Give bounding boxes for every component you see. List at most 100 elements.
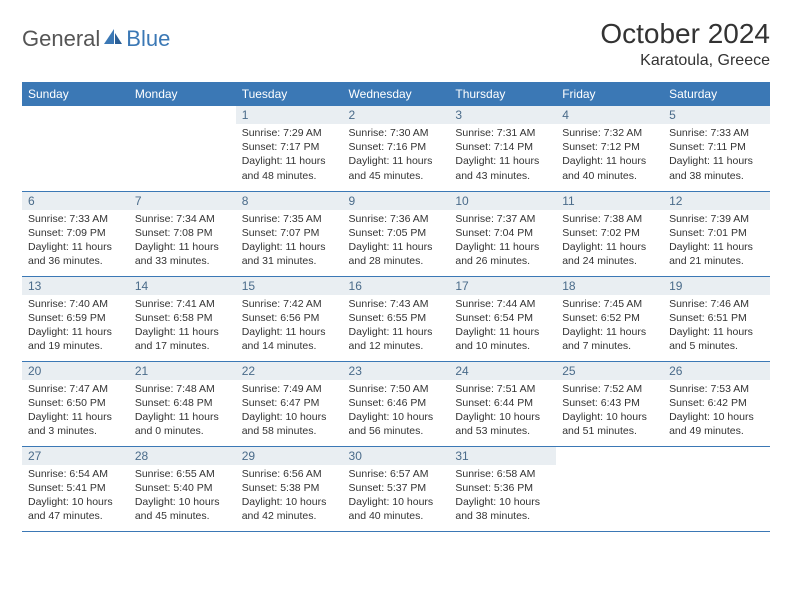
daylight-text: Daylight: 11 hours and 26 minutes. (455, 240, 550, 268)
sunrise-text: Sunrise: 7:37 AM (455, 212, 550, 226)
calendar-cell: 7Sunrise: 7:34 AMSunset: 7:08 PMDaylight… (129, 191, 236, 276)
weekday-header: Tuesday (236, 82, 343, 106)
day-details: Sunrise: 7:44 AMSunset: 6:54 PMDaylight:… (449, 295, 556, 358)
day-details: Sunrise: 7:38 AMSunset: 7:02 PMDaylight:… (556, 210, 663, 273)
daylight-text: Daylight: 11 hours and 12 minutes. (349, 325, 444, 353)
calendar-table: Sunday Monday Tuesday Wednesday Thursday… (22, 82, 770, 532)
calendar-cell: 11Sunrise: 7:38 AMSunset: 7:02 PMDayligh… (556, 191, 663, 276)
calendar-cell: 26Sunrise: 7:53 AMSunset: 6:42 PMDayligh… (663, 361, 770, 446)
day-number: 29 (236, 447, 343, 465)
sunrise-text: Sunrise: 6:57 AM (349, 467, 444, 481)
sunrise-text: Sunrise: 7:52 AM (562, 382, 657, 396)
calendar-cell: 15Sunrise: 7:42 AMSunset: 6:56 PMDayligh… (236, 276, 343, 361)
calendar-cell (129, 106, 236, 191)
calendar-cell (663, 446, 770, 531)
day-details: Sunrise: 7:33 AMSunset: 7:09 PMDaylight:… (22, 210, 129, 273)
day-number: 3 (449, 106, 556, 124)
sunset-text: Sunset: 7:17 PM (242, 140, 337, 154)
day-number: 6 (22, 192, 129, 210)
day-number: 31 (449, 447, 556, 465)
sunset-text: Sunset: 7:05 PM (349, 226, 444, 240)
sunset-text: Sunset: 5:40 PM (135, 481, 230, 495)
sunset-text: Sunset: 7:07 PM (242, 226, 337, 240)
calendar-cell: 24Sunrise: 7:51 AMSunset: 6:44 PMDayligh… (449, 361, 556, 446)
day-number: 17 (449, 277, 556, 295)
calendar-cell: 18Sunrise: 7:45 AMSunset: 6:52 PMDayligh… (556, 276, 663, 361)
day-number: 11 (556, 192, 663, 210)
day-number: 24 (449, 362, 556, 380)
location-label: Karatoula, Greece (600, 52, 770, 70)
sunset-text: Sunset: 6:48 PM (135, 396, 230, 410)
sunset-text: Sunset: 6:56 PM (242, 311, 337, 325)
day-details: Sunrise: 7:37 AMSunset: 7:04 PMDaylight:… (449, 210, 556, 273)
sunset-text: Sunset: 6:47 PM (242, 396, 337, 410)
calendar-cell: 14Sunrise: 7:41 AMSunset: 6:58 PMDayligh… (129, 276, 236, 361)
day-details: Sunrise: 7:31 AMSunset: 7:14 PMDaylight:… (449, 124, 556, 187)
sunrise-text: Sunrise: 7:30 AM (349, 126, 444, 140)
day-details: Sunrise: 6:58 AMSunset: 5:36 PMDaylight:… (449, 465, 556, 528)
day-number: 23 (343, 362, 450, 380)
day-details: Sunrise: 7:51 AMSunset: 6:44 PMDaylight:… (449, 380, 556, 443)
header: General Blue October 2024 Karatoula, Gre… (22, 18, 770, 70)
day-number: 12 (663, 192, 770, 210)
daylight-text: Daylight: 10 hours and 53 minutes. (455, 410, 550, 438)
weekday-header: Monday (129, 82, 236, 106)
sunset-text: Sunset: 6:59 PM (28, 311, 123, 325)
daylight-text: Daylight: 11 hours and 43 minutes. (455, 154, 550, 182)
day-number: 13 (22, 277, 129, 295)
daylight-text: Daylight: 11 hours and 14 minutes. (242, 325, 337, 353)
day-number: 26 (663, 362, 770, 380)
daylight-text: Daylight: 11 hours and 5 minutes. (669, 325, 764, 353)
day-details: Sunrise: 7:48 AMSunset: 6:48 PMDaylight:… (129, 380, 236, 443)
calendar-cell: 28Sunrise: 6:55 AMSunset: 5:40 PMDayligh… (129, 446, 236, 531)
day-details: Sunrise: 6:55 AMSunset: 5:40 PMDaylight:… (129, 465, 236, 528)
sunrise-text: Sunrise: 7:29 AM (242, 126, 337, 140)
sunset-text: Sunset: 5:38 PM (242, 481, 337, 495)
sunset-text: Sunset: 7:14 PM (455, 140, 550, 154)
daylight-text: Daylight: 11 hours and 21 minutes. (669, 240, 764, 268)
brand-logo: General Blue (22, 18, 170, 52)
day-details: Sunrise: 7:40 AMSunset: 6:59 PMDaylight:… (22, 295, 129, 358)
sunrise-text: Sunrise: 7:45 AM (562, 297, 657, 311)
sunset-text: Sunset: 7:12 PM (562, 140, 657, 154)
sunrise-text: Sunrise: 7:51 AM (455, 382, 550, 396)
calendar-cell (22, 106, 129, 191)
weekday-header: Friday (556, 82, 663, 106)
sunset-text: Sunset: 5:36 PM (455, 481, 550, 495)
day-number: 9 (343, 192, 450, 210)
day-number: 10 (449, 192, 556, 210)
calendar-cell: 13Sunrise: 7:40 AMSunset: 6:59 PMDayligh… (22, 276, 129, 361)
sunset-text: Sunset: 5:41 PM (28, 481, 123, 495)
day-number: 5 (663, 106, 770, 124)
day-number: 28 (129, 447, 236, 465)
day-details: Sunrise: 6:54 AMSunset: 5:41 PMDaylight:… (22, 465, 129, 528)
day-details: Sunrise: 7:43 AMSunset: 6:55 PMDaylight:… (343, 295, 450, 358)
calendar-cell: 25Sunrise: 7:52 AMSunset: 6:43 PMDayligh… (556, 361, 663, 446)
daylight-text: Daylight: 11 hours and 33 minutes. (135, 240, 230, 268)
day-number: 7 (129, 192, 236, 210)
daylight-text: Daylight: 10 hours and 42 minutes. (242, 495, 337, 523)
sunrise-text: Sunrise: 6:56 AM (242, 467, 337, 481)
daylight-text: Daylight: 10 hours and 47 minutes. (28, 495, 123, 523)
calendar-cell: 10Sunrise: 7:37 AMSunset: 7:04 PMDayligh… (449, 191, 556, 276)
title-block: October 2024 Karatoula, Greece (600, 18, 770, 70)
day-number: 18 (556, 277, 663, 295)
day-details: Sunrise: 7:49 AMSunset: 6:47 PMDaylight:… (236, 380, 343, 443)
sunrise-text: Sunrise: 7:32 AM (562, 126, 657, 140)
day-number: 22 (236, 362, 343, 380)
weekday-header-row: Sunday Monday Tuesday Wednesday Thursday… (22, 82, 770, 106)
sunset-text: Sunset: 6:55 PM (349, 311, 444, 325)
calendar-body: 1Sunrise: 7:29 AMSunset: 7:17 PMDaylight… (22, 106, 770, 531)
day-details: Sunrise: 7:29 AMSunset: 7:17 PMDaylight:… (236, 124, 343, 187)
day-number: 16 (343, 277, 450, 295)
sunrise-text: Sunrise: 6:54 AM (28, 467, 123, 481)
daylight-text: Daylight: 10 hours and 45 minutes. (135, 495, 230, 523)
day-details: Sunrise: 6:57 AMSunset: 5:37 PMDaylight:… (343, 465, 450, 528)
sunset-text: Sunset: 7:08 PM (135, 226, 230, 240)
sunset-text: Sunset: 6:50 PM (28, 396, 123, 410)
day-number: 27 (22, 447, 129, 465)
sunset-text: Sunset: 7:04 PM (455, 226, 550, 240)
daylight-text: Daylight: 11 hours and 45 minutes. (349, 154, 444, 182)
calendar-cell: 19Sunrise: 7:46 AMSunset: 6:51 PMDayligh… (663, 276, 770, 361)
day-number: 21 (129, 362, 236, 380)
